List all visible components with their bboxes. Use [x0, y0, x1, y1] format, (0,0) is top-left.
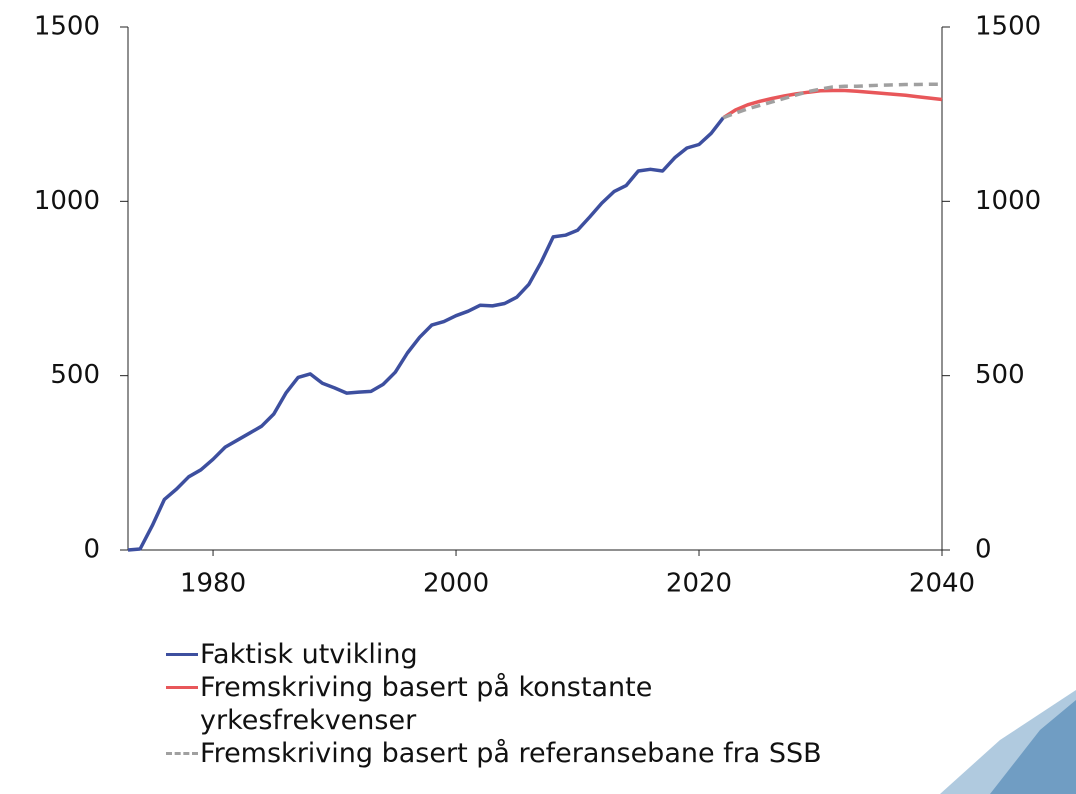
legend-item: Fremskriving basert på referansebane fra…	[164, 737, 822, 770]
legend-label: Fremskriving basert på referansebane fra…	[200, 738, 822, 769]
y2-tick-label: 0	[975, 535, 992, 565]
y-tick-label: 500	[50, 360, 100, 390]
x-tick-label: 2000	[423, 569, 489, 599]
x-tick-label: 2040	[909, 569, 975, 599]
legend-label: Fremskriving basert på konstante yrkesfr…	[200, 672, 653, 736]
y-tick-label: 1000	[34, 186, 100, 216]
legend-swatch	[164, 638, 200, 671]
legend-item: Faktisk utvikling	[164, 638, 822, 671]
x-tick-label: 2020	[666, 569, 732, 599]
series-line	[722, 82, 942, 120]
legend-swatch	[164, 737, 200, 770]
y-tick-label: 1500	[34, 12, 100, 42]
decoration	[990, 700, 1076, 794]
legend-swatch	[164, 671, 200, 704]
legend-label: Faktisk utvikling	[200, 639, 418, 670]
legend: Faktisk utvikling Fremskriving basert på …	[164, 638, 822, 770]
series-line	[722, 88, 943, 120]
y2-tick-label: 1500	[975, 12, 1041, 42]
series-line	[127, 116, 725, 552]
y2-tick-label: 1000	[975, 186, 1041, 216]
y2-tick-label: 500	[975, 360, 1025, 390]
x-tick-label: 1980	[180, 569, 246, 599]
y-tick-label: 0	[83, 535, 100, 565]
legend-item: Fremskriving basert på konstante yrkesfr…	[164, 671, 822, 737]
